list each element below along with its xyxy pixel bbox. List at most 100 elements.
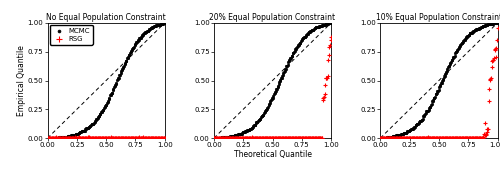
RSG: [398, 136, 406, 139]
MCMC: [436, 84, 444, 87]
MCMC: [126, 51, 134, 54]
MCMC: [398, 132, 406, 135]
RSG: [79, 137, 87, 139]
MCMC: [257, 116, 265, 119]
MCMC: [482, 24, 490, 27]
MCMC: [412, 124, 420, 127]
MCMC: [402, 131, 410, 134]
RSG: [144, 137, 152, 139]
MCMC: [130, 46, 138, 49]
MCMC: [266, 102, 274, 105]
RSG: [138, 137, 145, 139]
RSG: [304, 137, 312, 140]
MCMC: [381, 136, 389, 139]
RSG: [256, 137, 264, 139]
MCMC: [107, 93, 115, 95]
MCMC: [60, 136, 68, 138]
RSG: [400, 137, 408, 139]
RSG: [391, 137, 399, 139]
MCMC: [226, 135, 234, 138]
MCMC: [114, 76, 122, 79]
RSG: [115, 136, 123, 139]
RSG: [299, 137, 307, 139]
Title: 20% Equal Population Constraint: 20% Equal Population Constraint: [210, 13, 336, 22]
RSG: [324, 58, 332, 61]
RSG: [250, 137, 258, 139]
MCMC: [222, 136, 230, 138]
MCMC: [130, 43, 138, 46]
RSG: [116, 136, 124, 139]
MCMC: [74, 132, 82, 135]
MCMC: [272, 89, 280, 92]
RSG: [296, 137, 304, 140]
RSG: [440, 137, 448, 139]
RSG: [296, 137, 304, 140]
RSG: [453, 137, 461, 139]
MCMC: [489, 22, 497, 25]
MCMC: [414, 122, 422, 124]
RSG: [405, 137, 413, 140]
RSG: [415, 137, 423, 139]
MCMC: [234, 133, 241, 136]
MCMC: [306, 30, 314, 33]
MCMC: [461, 37, 469, 40]
MCMC: [378, 137, 386, 140]
RSG: [236, 137, 244, 139]
MCMC: [406, 129, 414, 132]
MCMC: [60, 136, 68, 138]
RSG: [322, 76, 330, 79]
MCMC: [66, 134, 74, 137]
MCMC: [76, 131, 84, 134]
RSG: [416, 137, 424, 140]
MCMC: [128, 49, 136, 51]
MCMC: [258, 115, 266, 118]
MCMC: [48, 137, 56, 140]
RSG: [447, 137, 455, 140]
RSG: [146, 137, 154, 139]
MCMC: [480, 24, 488, 27]
RSG: [452, 136, 460, 139]
RSG: [130, 137, 138, 140]
MCMC: [149, 26, 157, 29]
MCMC: [57, 136, 65, 139]
MCMC: [269, 96, 277, 99]
MCMC: [455, 46, 463, 49]
RSG: [414, 137, 422, 139]
RSG: [418, 137, 426, 140]
MCMC: [424, 109, 432, 112]
RSG: [486, 77, 494, 80]
MCMC: [106, 94, 114, 97]
MCMC: [297, 40, 305, 43]
MCMC: [324, 22, 332, 25]
MCMC: [404, 130, 411, 133]
MCMC: [492, 22, 500, 24]
RSG: [238, 137, 246, 139]
MCMC: [243, 129, 251, 132]
RSG: [212, 137, 220, 139]
MCMC: [271, 91, 279, 93]
RSG: [125, 136, 133, 139]
RSG: [218, 136, 226, 139]
MCMC: [472, 28, 480, 31]
RSG: [247, 137, 255, 139]
RSG: [87, 136, 95, 139]
RSG: [380, 137, 388, 139]
RSG: [132, 136, 140, 139]
MCMC: [122, 59, 130, 62]
RSG: [72, 137, 80, 139]
MCMC: [490, 22, 498, 25]
RSG: [258, 136, 266, 139]
MCMC: [248, 126, 256, 129]
MCMC: [276, 81, 283, 84]
RSG: [264, 137, 272, 139]
MCMC: [376, 137, 384, 140]
MCMC: [44, 137, 52, 140]
MCMC: [292, 48, 300, 51]
RSG: [474, 137, 482, 139]
RSG: [211, 136, 219, 139]
MCMC: [418, 119, 426, 122]
MCMC: [472, 28, 480, 30]
RSG: [248, 137, 256, 139]
RSG: [251, 136, 259, 139]
RSG: [134, 136, 142, 139]
